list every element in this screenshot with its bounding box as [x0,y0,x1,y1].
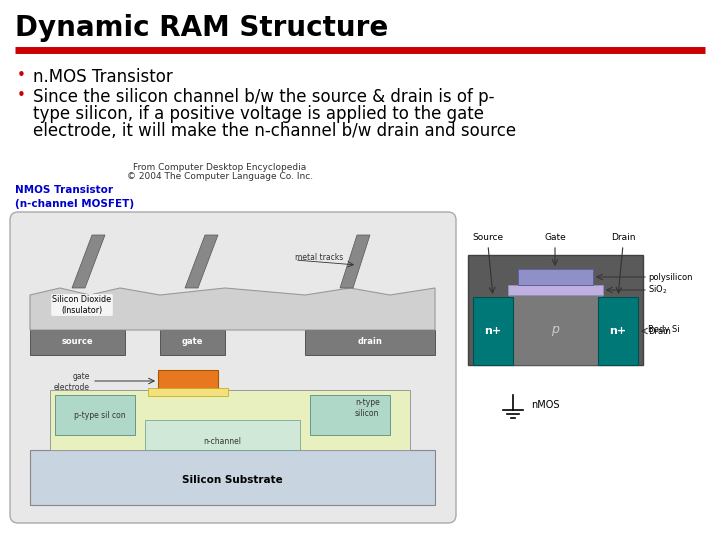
Bar [508,285,603,295]
Bar [158,370,218,392]
Bar [468,255,643,365]
Text: metal tracks: metal tracks [295,253,343,262]
Text: © 2004 The Computer Language Co. Inc.: © 2004 The Computer Language Co. Inc. [127,172,313,181]
Text: •: • [17,88,26,103]
Text: nMOS: nMOS [531,400,559,410]
Text: Source: Source [472,233,503,241]
Text: n-channel: n-channel [203,437,241,447]
Text: Dynamic RAM Structure: Dynamic RAM Structure [15,14,388,42]
Polygon shape [30,288,435,330]
Bar [518,269,593,285]
Text: p: p [551,323,559,336]
Text: source: source [61,338,93,347]
Polygon shape [340,235,370,288]
Bar [148,388,228,396]
Bar [55,395,135,435]
Text: n.MOS Transistor: n.MOS Transistor [33,68,173,86]
Text: SiO$_2$: SiO$_2$ [648,284,667,296]
Bar [30,450,435,505]
Text: electrode, it will make the n-channel b/w drain and source: electrode, it will make the n-channel b/… [33,122,516,140]
Text: Since the silicon channel b/w the source & drain is of p-: Since the silicon channel b/w the source… [33,88,495,106]
Text: From Computer Desktop Encyclopedia: From Computer Desktop Encyclopedia [133,163,307,172]
Polygon shape [305,330,435,355]
Text: gate
electrode: gate electrode [54,372,90,392]
Text: Gate: Gate [544,233,566,241]
Text: gate: gate [181,338,203,347]
Text: drain: drain [358,338,382,347]
Text: p-type sil con: p-type sil con [74,410,126,420]
Text: type silicon, if a positive voltage is applied to the gate: type silicon, if a positive voltage is a… [33,105,484,123]
Text: NMOS Transistor
(n-channel MOSFET): NMOS Transistor (n-channel MOSFET) [15,185,134,209]
Polygon shape [30,330,125,355]
Bar [50,390,410,450]
Text: Silicon Dioxide
(Insulator): Silicon Dioxide (Insulator) [53,295,112,315]
Text: Silicon Substrate: Silicon Substrate [181,475,282,485]
Text: •: • [17,68,26,83]
Text: polysilicon: polysilicon [648,273,693,281]
Text: Body Si: Body Si [648,326,680,334]
Bar [310,395,390,435]
Text: n+: n+ [609,326,626,336]
Bar [473,297,513,365]
FancyBboxPatch shape [10,212,456,523]
Text: n+: n+ [485,326,502,336]
Polygon shape [72,235,105,288]
Bar [145,420,300,450]
Polygon shape [185,235,218,288]
Text: n-type
silicon: n-type silicon [355,398,379,418]
Bar [508,295,603,365]
Text: Drain: Drain [648,327,671,335]
Text: Drain: Drain [611,233,635,241]
Polygon shape [160,330,225,355]
Bar [598,297,638,365]
